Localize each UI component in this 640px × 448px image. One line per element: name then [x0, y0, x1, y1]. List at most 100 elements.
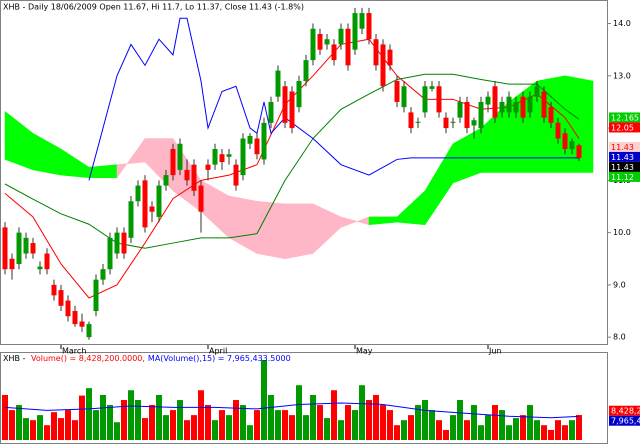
candle-body — [38, 267, 43, 270]
volume-bar — [233, 400, 239, 440]
volume-bar — [541, 425, 547, 440]
candle-body — [423, 86, 428, 112]
price-tag: 7,965,43 — [611, 417, 640, 426]
volume-bar — [471, 405, 477, 440]
volume-bar — [268, 395, 274, 440]
volume-bar — [422, 400, 428, 440]
cloud-segment — [257, 201, 285, 259]
candle-body — [45, 254, 50, 270]
candle-body — [549, 107, 554, 123]
volume-bar — [345, 405, 351, 440]
candle-body — [479, 102, 484, 128]
volume-bar — [562, 425, 568, 440]
candle-body — [318, 34, 323, 50]
volume-bar — [86, 388, 92, 440]
candle-body — [346, 29, 351, 66]
candle-body — [206, 165, 211, 170]
candle-body — [486, 97, 491, 105]
volume-bar — [212, 420, 218, 440]
volume-bar — [373, 395, 379, 440]
candle-body — [416, 122, 421, 123]
y-tick-label: 13.0 — [613, 71, 631, 80]
volume-bar — [401, 420, 407, 440]
candle-body — [199, 186, 204, 212]
candle-body — [178, 144, 183, 170]
candle-body — [136, 186, 141, 202]
candle-body — [150, 206, 155, 211]
candle-body — [493, 86, 498, 117]
candle-body — [367, 13, 372, 39]
volume-bar — [226, 415, 232, 440]
candle-body — [171, 149, 176, 175]
volume-bar — [100, 395, 106, 440]
volume-bar — [576, 415, 582, 440]
price-tag: 11.43 — [611, 153, 634, 162]
volume-title-part: XHB - — [3, 354, 28, 363]
volume-bar — [30, 420, 36, 440]
volume-bar — [478, 425, 484, 440]
candle-body — [409, 112, 414, 128]
volume-bar — [443, 430, 449, 440]
candle-body — [10, 259, 15, 269]
candle-body — [430, 86, 435, 89]
candle-body — [157, 186, 162, 217]
candle-body — [437, 86, 442, 112]
volume-bar — [527, 405, 533, 440]
volume-bar — [506, 425, 512, 440]
volume-bar — [317, 405, 323, 440]
y-tick-label: 10.0 — [613, 228, 631, 237]
volume-bar — [303, 415, 309, 440]
candle-body — [80, 321, 85, 326]
candle-body — [290, 91, 295, 128]
chart-title: XHB - Daily 18/06/2009 Open 11.67, Hi 11… — [3, 3, 304, 12]
price-tag: 12.165 — [611, 113, 639, 122]
volume-bar — [380, 405, 386, 440]
volume-bar — [128, 390, 134, 440]
candle-body — [570, 141, 575, 149]
volume-bar — [2, 395, 8, 440]
volume-bar — [170, 410, 176, 440]
candle-body — [24, 238, 29, 254]
y-tick-label: 14.0 — [613, 19, 631, 28]
candle-body — [94, 280, 99, 311]
candle-body — [66, 301, 71, 317]
candle-body — [332, 44, 337, 60]
volume-bar — [464, 420, 470, 440]
volume-bar — [247, 425, 253, 440]
candle-body — [325, 39, 330, 44]
volume-bar — [492, 405, 498, 440]
volume-bar — [219, 410, 225, 440]
candle-body — [500, 102, 505, 112]
volume-bar — [156, 395, 162, 440]
candle-body — [87, 324, 92, 337]
candle-body — [507, 97, 512, 113]
candle-body — [241, 139, 246, 176]
price-tag: 11.12 — [611, 173, 634, 182]
candle-body — [388, 50, 393, 66]
candle-body — [311, 29, 316, 60]
volume-bar — [184, 420, 190, 440]
candle-body — [283, 86, 288, 123]
y-tick-label: 8.0 — [613, 333, 626, 342]
volume-bar — [107, 405, 113, 440]
volume-bar — [72, 420, 78, 440]
volume-bar — [555, 420, 561, 440]
volume-bar — [37, 415, 43, 440]
candle-body — [521, 97, 526, 118]
candle-body — [248, 136, 253, 144]
y-tick-label: 9.0 — [613, 280, 626, 289]
candle-body — [220, 154, 225, 162]
volume-bar — [387, 410, 393, 440]
candle-body — [374, 39, 379, 65]
volume-bar — [261, 360, 267, 440]
candle-body — [269, 102, 274, 123]
volume-bar — [142, 418, 148, 440]
volume-bar — [331, 390, 337, 440]
volume-bar — [191, 415, 197, 440]
candle-body — [339, 29, 344, 45]
volume-bar — [289, 415, 295, 440]
candle-body — [304, 60, 309, 81]
volume-bar — [450, 415, 456, 440]
candle-body — [52, 285, 57, 295]
